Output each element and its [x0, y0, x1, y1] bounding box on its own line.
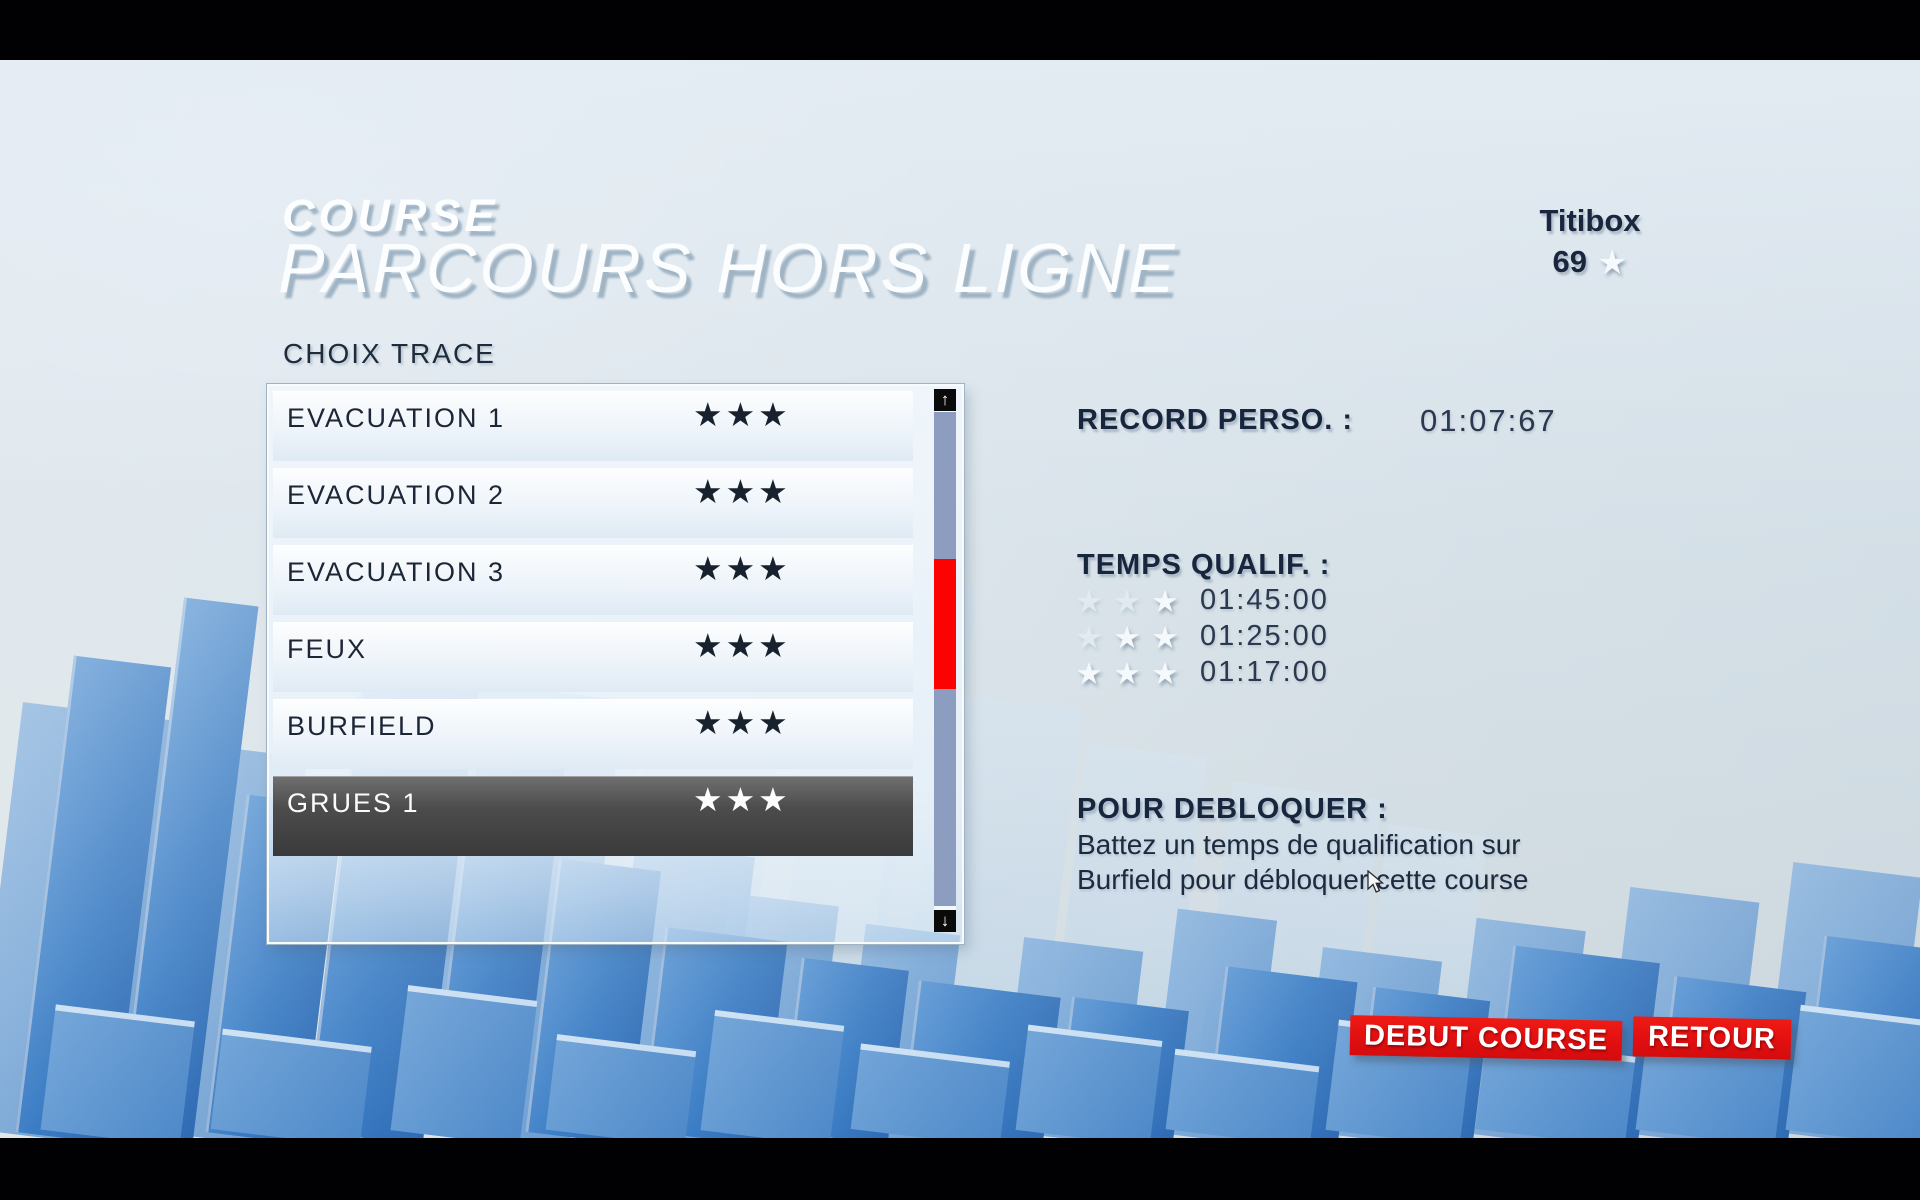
qualification-time: 01:17:00: [1200, 656, 1329, 688]
track-stars-icon: ★★★: [693, 396, 791, 433]
mouse-cursor: [1367, 870, 1385, 893]
track-stars-icon: ★★★: [693, 473, 791, 510]
star-icon: ★: [1151, 584, 1179, 619]
record-value: 01:07:67: [1420, 403, 1557, 438]
player-star-count: 69: [1552, 244, 1587, 279]
building: [1015, 1024, 1163, 1138]
building: [700, 1009, 845, 1138]
page-title: PARCOURS HORS LIGNE: [278, 229, 1178, 307]
building: [1000, 937, 1144, 1138]
track-name: EVACUATION 1: [287, 403, 506, 433]
letterbox-top: [0, 0, 1920, 60]
star-icon: ★: [1151, 656, 1179, 691]
player-info: Titibox 69 ★: [1480, 203, 1700, 283]
qualification-row: ★ ★ ★ 01:17:00: [1070, 656, 1329, 692]
track-rows: EVACUATION 1 ★★★ EVACUATION 2 ★★★ EVACUATION…: [273, 391, 913, 863]
qualification-times: ★ ★ ★ 01:45:00 ★ ★ ★ 01:25:00 ★ ★ ★ 01:17:00: [1070, 584, 1329, 692]
star-icon: ★: [1151, 620, 1179, 655]
record-label: RECORD PERSO. :: [1077, 404, 1354, 436]
star-icon: ★: [1113, 620, 1141, 655]
building: [1355, 986, 1491, 1138]
building: [1205, 966, 1358, 1138]
qualification-row: ★ ★ ★ 01:25:00: [1070, 620, 1329, 656]
building: [1800, 935, 1920, 1138]
building: [1760, 862, 1920, 1138]
building: [1165, 1048, 1320, 1138]
track-row[interactable]: EVACUATION 2 ★★★: [273, 468, 913, 538]
building: [210, 1028, 372, 1138]
building: [780, 957, 909, 1138]
building: [40, 1004, 195, 1138]
start-race-button[interactable]: DEBUT COURSE: [1349, 1015, 1623, 1061]
building: [1055, 996, 1190, 1138]
star-icon: ★: [1113, 656, 1141, 691]
track-stars-icon: ★★★: [693, 627, 791, 664]
building: [1785, 1004, 1920, 1138]
track-row[interactable]: EVACUATION 3 ★★★: [273, 545, 913, 615]
track-list-label: CHOIX TRACE: [283, 338, 496, 369]
building: [1600, 886, 1760, 1138]
scroll-up-icon[interactable]: ↑: [934, 389, 956, 411]
back-button[interactable]: RETOUR: [1632, 1016, 1792, 1060]
track-name: BURFIELD: [287, 711, 437, 741]
track-name: FEUX: [287, 634, 368, 664]
track-row-selected[interactable]: GRUES 1 ★★★: [273, 776, 913, 856]
qualification-label: TEMPS QUALIF. :: [1077, 549, 1331, 581]
building: [390, 985, 538, 1138]
qualification-time: 01:25:00: [1200, 620, 1329, 652]
track-row[interactable]: FEUX ★★★: [273, 622, 913, 692]
player-name: Titibox: [1539, 203, 1641, 238]
building: [545, 1034, 697, 1138]
player-star-total: 69 ★: [1480, 243, 1700, 283]
scroll-down-icon[interactable]: ↓: [934, 910, 956, 932]
scrollbar-position-indicator: [934, 559, 956, 689]
track-listbox[interactable]: EVACUATION 1 ★★★ EVACUATION 2 ★★★ EVACUATION…: [267, 384, 964, 944]
star-icon: ★: [1075, 584, 1103, 619]
star-icon: ★: [1113, 584, 1141, 619]
track-name: EVACUATION 2: [287, 480, 506, 510]
track-row[interactable]: EVACUATION 1 ★★★: [273, 391, 913, 461]
star-icon: ★: [1075, 620, 1103, 655]
unlock-label: POUR DEBLOQUER :: [1077, 793, 1388, 825]
building: [850, 1043, 1010, 1138]
unlock-text-line2: Burfield pour débloquer cette course: [1077, 864, 1529, 895]
track-row[interactable]: BURFIELD ★★★: [273, 699, 913, 769]
star-icon: ★: [1075, 656, 1103, 691]
building: [640, 927, 788, 1138]
track-name: GRUES 1: [287, 788, 420, 818]
building: [1150, 908, 1278, 1138]
building: [0, 702, 172, 1138]
scrollbar[interactable]: ↑ ↓: [934, 389, 956, 932]
track-stars-icon: ★★★: [693, 781, 791, 818]
track-stars-icon: ★★★: [693, 550, 791, 587]
track-stars-icon: ★★★: [693, 704, 791, 741]
star-icon: ★: [1597, 244, 1628, 282]
qualification-row: ★ ★ ★ 01:45:00: [1070, 584, 1329, 620]
unlock-text-line1: Battez un temps de qualification sur: [1077, 829, 1521, 860]
qualification-time: 01:45:00: [1200, 584, 1329, 616]
letterbox-bottom: [0, 1138, 1920, 1200]
building: [840, 923, 961, 1138]
track-name: EVACUATION 3: [287, 557, 506, 587]
building: [900, 980, 1061, 1138]
building: [118, 597, 259, 1138]
menu-background: COURSE PARCOURS HORS LIGNE Titibox 69 ★ C…: [0, 60, 1920, 1138]
menu-category-title: COURSE: [282, 190, 499, 241]
building: [15, 655, 172, 1138]
